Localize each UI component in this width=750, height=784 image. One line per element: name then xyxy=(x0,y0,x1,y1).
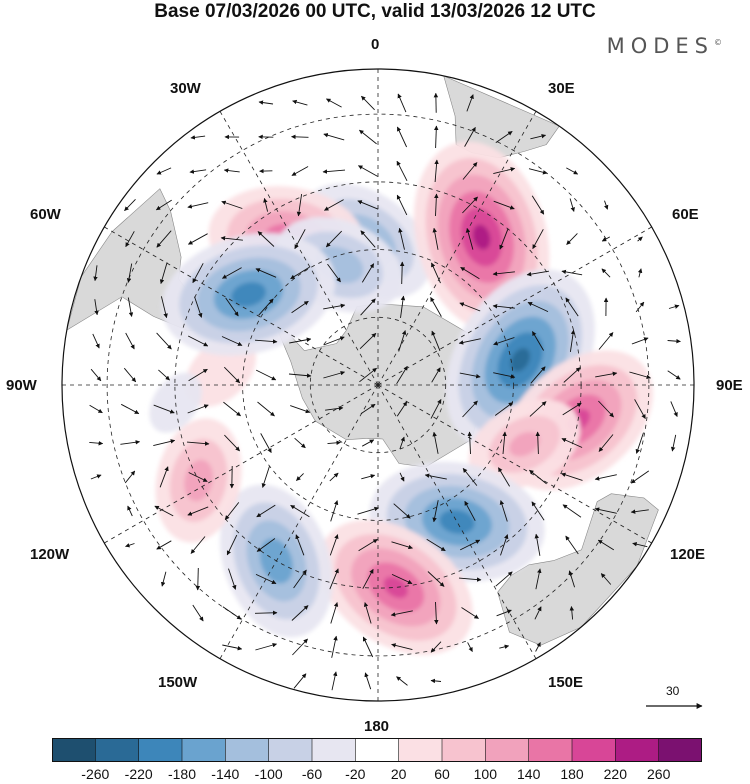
legend-swatch-2 xyxy=(139,738,183,762)
legend-swatch-7 xyxy=(355,738,399,762)
lon-label-180: 180 xyxy=(364,718,389,735)
lon-label-30w: 30W xyxy=(170,80,201,97)
legend-swatch-8 xyxy=(399,738,443,762)
wind-vector xyxy=(255,613,277,614)
legend-tick-label: -100 xyxy=(255,766,283,782)
legend-tick-label: -180 xyxy=(168,766,196,782)
lon-label-120w: 120W xyxy=(30,546,69,563)
legend-swatch-12 xyxy=(572,738,616,762)
legend-tick-label: -260 xyxy=(81,766,109,782)
legend-swatch-11 xyxy=(529,738,573,762)
lon-label-150e: 150E xyxy=(548,674,583,691)
color-legend xyxy=(52,738,702,762)
reference-vector: 30 xyxy=(644,684,704,714)
lon-label-60w: 60W xyxy=(30,206,61,223)
legend-tick-label: -220 xyxy=(125,766,153,782)
legend-tick-label: 20 xyxy=(391,766,407,782)
lon-label-120e: 120E xyxy=(670,546,705,563)
legend-tick-label: 260 xyxy=(647,766,670,782)
lon-label-0: 0 xyxy=(371,36,379,53)
lon-label-90w: 90W xyxy=(6,377,37,394)
lon-label-30e: 30E xyxy=(548,80,575,97)
legend-swatch-14 xyxy=(659,738,702,762)
legend-tick-label: 220 xyxy=(604,766,627,782)
legend-swatch-6 xyxy=(312,738,356,762)
legend-swatch-9 xyxy=(442,738,486,762)
lon-label-90e: 90E xyxy=(716,377,743,394)
polar-anomaly-map xyxy=(0,0,750,735)
legend-tick-label: 180 xyxy=(560,766,583,782)
wind-vector xyxy=(402,262,403,284)
legend-swatch-5 xyxy=(269,738,313,762)
legend-swatch-1 xyxy=(95,738,139,762)
legend-tick-label: 100 xyxy=(474,766,497,782)
legend-swatch-10 xyxy=(485,738,529,762)
wind-vector xyxy=(198,568,199,590)
legend-tick-labels: -260 -220 -180 -140 -100 -60 -20 20 60 100 140 180 2… xyxy=(0,766,750,784)
legend-swatch-0 xyxy=(52,738,96,762)
legend-tick-label: 60 xyxy=(434,766,450,782)
legend-tick-label: 140 xyxy=(517,766,540,782)
legend-swatch-13 xyxy=(615,738,659,762)
lon-label-150w: 150W xyxy=(158,674,197,691)
legend-tick-label: -20 xyxy=(345,766,365,782)
lon-label-60e: 60E xyxy=(672,206,699,223)
legend-swatch-3 xyxy=(182,738,226,762)
legend-tick-label: -60 xyxy=(302,766,322,782)
wind-vector xyxy=(292,137,309,138)
legend-swatch-4 xyxy=(225,738,269,762)
legend-tick-label: -140 xyxy=(211,766,239,782)
